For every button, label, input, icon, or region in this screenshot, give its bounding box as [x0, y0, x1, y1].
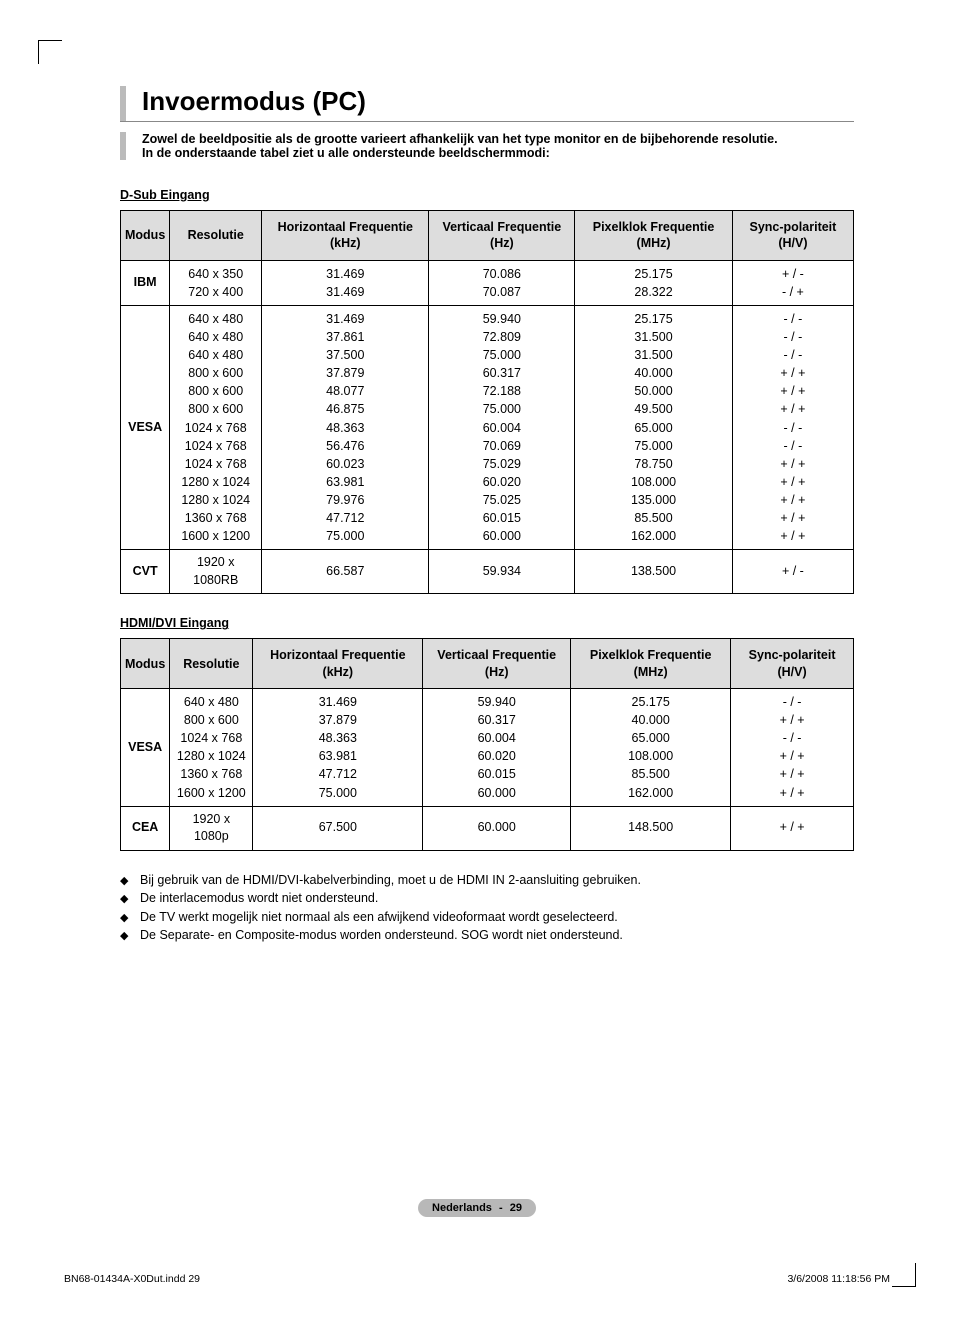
table-header-row: Modus Resolutie Horizontaal Frequentie (… — [121, 211, 854, 261]
table-row: CVT1920 x 1080RB66.58759.934138.500+ / - — [121, 550, 854, 594]
intro-line2: In de onderstaande tabel ziet u alle ond… — [142, 146, 854, 160]
notes-list: ◆Bij gebruik van de HDMI/DVI-kabelverbin… — [120, 873, 854, 945]
cell: 66.587 — [262, 550, 429, 594]
cell: 70.08670.087 — [429, 260, 575, 305]
th-modus: Modus — [121, 639, 170, 689]
th-pixclk: Pixelklok Frequentie (MHz) — [575, 211, 733, 261]
cell-modus: IBM — [121, 260, 170, 305]
cell: 640 x 480640 x 480640 x 480800 x 600800 … — [170, 305, 262, 550]
dsub-label: D-Sub Eingang — [120, 188, 854, 202]
cell: 60.000 — [423, 806, 571, 850]
cell: 1920 x 1080RB — [170, 550, 262, 594]
cell: 640 x 350720 x 400 — [170, 260, 262, 305]
note-text: De Separate- en Composite-modus worden o… — [140, 928, 623, 942]
hdmi-label: HDMI/DVI Eingang — [120, 616, 854, 630]
diamond-icon: ◆ — [120, 928, 140, 945]
th-vfreq: Verticaal Frequentie (Hz) — [423, 639, 571, 689]
cell: 25.17531.50031.50040.00050.00049.50065.0… — [575, 305, 733, 550]
page-content: Invoermodus (PC) Zowel de beeldpositie a… — [0, 0, 954, 1327]
cell: 59.94072.80975.00060.31772.18875.00060.0… — [429, 305, 575, 550]
th-sync: Sync-polariteit (H/V) — [732, 211, 853, 261]
cell: 59.94060.31760.00460.02060.01560.000 — [423, 688, 571, 806]
intro-block: Zowel de beeldpositie als de grootte var… — [120, 132, 854, 160]
cell: 67.500 — [253, 806, 423, 850]
th-resolutie: Resolutie — [170, 639, 253, 689]
footer-lang: Nederlands — [432, 1202, 492, 1214]
dsub-table: Modus Resolutie Horizontaal Frequentie (… — [120, 210, 854, 594]
cell: 31.46937.87948.36363.98147.71275.000 — [253, 688, 423, 806]
note-item: ◆De TV werkt mogelijk niet normaal als e… — [120, 910, 854, 927]
cell: - / -- / -- / -+ / ++ / ++ / +- / -- / -… — [732, 305, 853, 550]
cell-modus: VESA — [121, 305, 170, 550]
cell: - / -+ / +- / -+ / ++ / ++ / + — [731, 688, 854, 806]
footer-dash: - — [499, 1202, 503, 1214]
th-hfreq: Horizontaal Frequentie (kHz) — [262, 211, 429, 261]
cell: 25.17540.00065.000108.00085.500162.000 — [571, 688, 731, 806]
page-number-pill: Nederlands - 29 — [418, 1199, 536, 1217]
cell: + / - — [732, 550, 853, 594]
table-row: CEA1920 x 1080p67.50060.000148.500+ / + — [121, 806, 854, 850]
th-pixclk: Pixelklok Frequentie (MHz) — [571, 639, 731, 689]
cell: 1920 x 1080p — [170, 806, 253, 850]
intro-line1: Zowel de beeldpositie als de grootte var… — [142, 132, 854, 146]
diamond-icon: ◆ — [120, 891, 140, 908]
cell: 138.500 — [575, 550, 733, 594]
note-text: De TV werkt mogelijk niet normaal als ee… — [140, 910, 618, 924]
cell: 59.934 — [429, 550, 575, 594]
diamond-icon: ◆ — [120, 910, 140, 927]
note-item: ◆De Separate- en Composite-modus worden … — [120, 928, 854, 945]
cell: 25.17528.322 — [575, 260, 733, 305]
note-text: De interlacemodus wordt niet ondersteund… — [140, 891, 378, 905]
cell-modus: CEA — [121, 806, 170, 850]
note-text: Bij gebruik van de HDMI/DVI-kabelverbind… — [140, 873, 641, 887]
footer-timestamp: 3/6/2008 11:18:56 PM — [787, 1273, 890, 1285]
th-hfreq: Horizontaal Frequentie (kHz) — [253, 639, 423, 689]
cell-modus: VESA — [121, 688, 170, 806]
th-modus: Modus — [121, 211, 170, 261]
cell-modus: CVT — [121, 550, 170, 594]
th-vfreq: Verticaal Frequentie (Hz) — [429, 211, 575, 261]
note-item: ◆De interlacemodus wordt niet ondersteun… — [120, 891, 854, 908]
cell: 31.46937.86137.50037.87948.07746.87548.3… — [262, 305, 429, 550]
page-title: Invoermodus (PC) — [120, 86, 854, 121]
footer-file: BN68-01434A-X0Dut.indd 29 — [64, 1273, 200, 1285]
cell: 640 x 480800 x 6001024 x 7681280 x 10241… — [170, 688, 253, 806]
cell: + / -- / + — [732, 260, 853, 305]
cell: 31.46931.469 — [262, 260, 429, 305]
hdmi-table: Modus Resolutie Horizontaal Frequentie (… — [120, 638, 854, 850]
cell: 148.500 — [571, 806, 731, 850]
title-wrap: Invoermodus (PC) — [120, 86, 854, 122]
table-header-row: Modus Resolutie Horizontaal Frequentie (… — [121, 639, 854, 689]
diamond-icon: ◆ — [120, 873, 140, 890]
th-resolutie: Resolutie — [170, 211, 262, 261]
th-sync: Sync-polariteit (H/V) — [731, 639, 854, 689]
cell: + / + — [731, 806, 854, 850]
footer-page: 29 — [510, 1202, 522, 1214]
note-item: ◆Bij gebruik van de HDMI/DVI-kabelverbin… — [120, 873, 854, 890]
